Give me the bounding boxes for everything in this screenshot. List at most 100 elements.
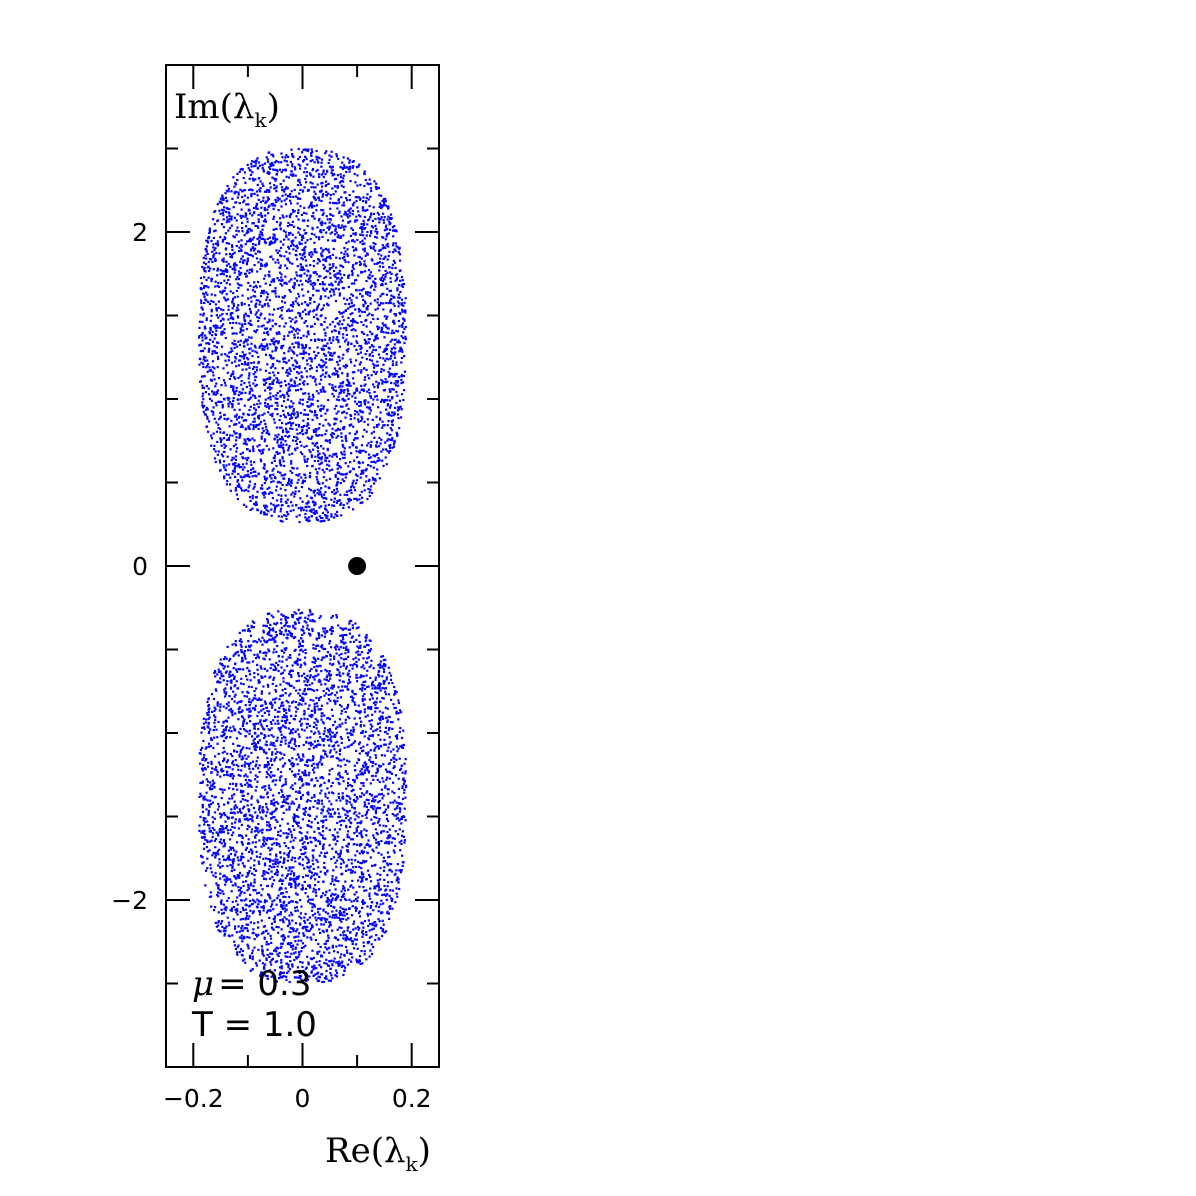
data-point xyxy=(233,868,236,872)
data-point xyxy=(347,380,350,383)
data-point xyxy=(235,321,238,325)
data-point xyxy=(372,362,375,365)
data-point xyxy=(404,297,407,300)
data-point xyxy=(265,190,268,193)
data-point xyxy=(216,269,219,272)
data-point xyxy=(346,963,349,966)
data-point xyxy=(280,381,283,384)
data-point xyxy=(392,320,395,323)
data-point xyxy=(291,242,294,245)
data-point xyxy=(332,288,335,291)
data-point xyxy=(328,158,331,161)
data-point xyxy=(225,253,228,256)
data-point xyxy=(339,273,342,276)
data-point xyxy=(397,284,401,287)
data-point xyxy=(252,373,255,376)
data-point xyxy=(355,199,358,203)
data-point xyxy=(275,190,278,193)
data-point xyxy=(267,197,271,200)
data-point xyxy=(271,744,274,747)
data-point xyxy=(336,840,339,843)
data-point xyxy=(329,354,332,357)
data-point xyxy=(321,213,324,217)
data-point xyxy=(338,294,341,297)
data-point xyxy=(322,283,325,286)
data-point xyxy=(269,366,272,369)
data-point xyxy=(305,157,308,161)
data-point xyxy=(304,149,308,152)
data-point xyxy=(320,220,323,223)
data-point xyxy=(315,354,318,357)
data-point xyxy=(361,435,364,438)
data-point xyxy=(332,336,335,339)
data-point xyxy=(338,345,341,348)
data-point xyxy=(363,400,366,403)
data-point xyxy=(220,325,223,328)
data-point xyxy=(372,212,376,216)
data-point xyxy=(294,245,297,248)
data-point xyxy=(261,163,264,166)
data-point xyxy=(398,325,401,328)
data-point xyxy=(256,157,259,160)
data-point xyxy=(360,388,363,392)
data-point xyxy=(315,170,318,173)
data-point xyxy=(321,181,324,184)
data-point xyxy=(382,274,385,277)
data-point xyxy=(335,731,338,734)
data-point xyxy=(262,448,265,451)
data-point xyxy=(274,349,277,352)
data-point xyxy=(261,451,264,454)
data-point xyxy=(303,229,306,232)
data-point xyxy=(306,857,309,860)
data-point xyxy=(381,420,384,423)
data-point xyxy=(273,758,276,761)
data-point xyxy=(384,381,387,384)
data-point xyxy=(348,167,352,170)
data-point xyxy=(319,615,322,618)
data-point xyxy=(232,387,235,390)
data-point xyxy=(394,830,397,833)
data-point xyxy=(280,273,283,276)
data-point xyxy=(357,451,361,454)
data-point xyxy=(232,235,235,238)
data-point xyxy=(335,673,338,676)
data-point xyxy=(267,397,270,400)
data-point xyxy=(334,329,337,332)
data-point xyxy=(348,208,351,211)
data-point xyxy=(276,499,279,502)
data-point xyxy=(297,675,301,678)
data-point xyxy=(216,220,219,223)
data-point xyxy=(286,392,289,395)
data-point xyxy=(219,469,222,472)
data-point xyxy=(359,263,362,266)
data-point xyxy=(393,440,396,443)
data-point xyxy=(285,514,288,517)
data-point xyxy=(231,673,234,676)
data-point xyxy=(404,786,408,789)
data-point xyxy=(346,378,349,381)
data-point xyxy=(259,295,263,298)
data-point xyxy=(348,194,351,197)
data-point xyxy=(249,240,252,243)
data-point xyxy=(235,219,238,222)
data-point xyxy=(330,266,333,269)
data-point xyxy=(266,158,269,161)
data-point xyxy=(265,156,268,159)
data-point xyxy=(301,381,304,384)
data-point xyxy=(341,323,344,326)
data-point xyxy=(284,434,287,438)
data-point xyxy=(213,444,216,447)
data-point xyxy=(237,191,240,194)
data-point xyxy=(362,234,365,237)
data-point xyxy=(389,310,392,313)
data-point xyxy=(380,283,383,287)
data-point xyxy=(198,363,201,366)
data-point xyxy=(354,233,357,236)
data-point xyxy=(233,470,236,473)
data-point xyxy=(372,460,375,463)
data-point xyxy=(403,309,406,313)
data-point xyxy=(233,216,236,219)
data-point xyxy=(349,313,352,316)
data-point xyxy=(336,429,339,432)
data-point xyxy=(380,368,383,371)
